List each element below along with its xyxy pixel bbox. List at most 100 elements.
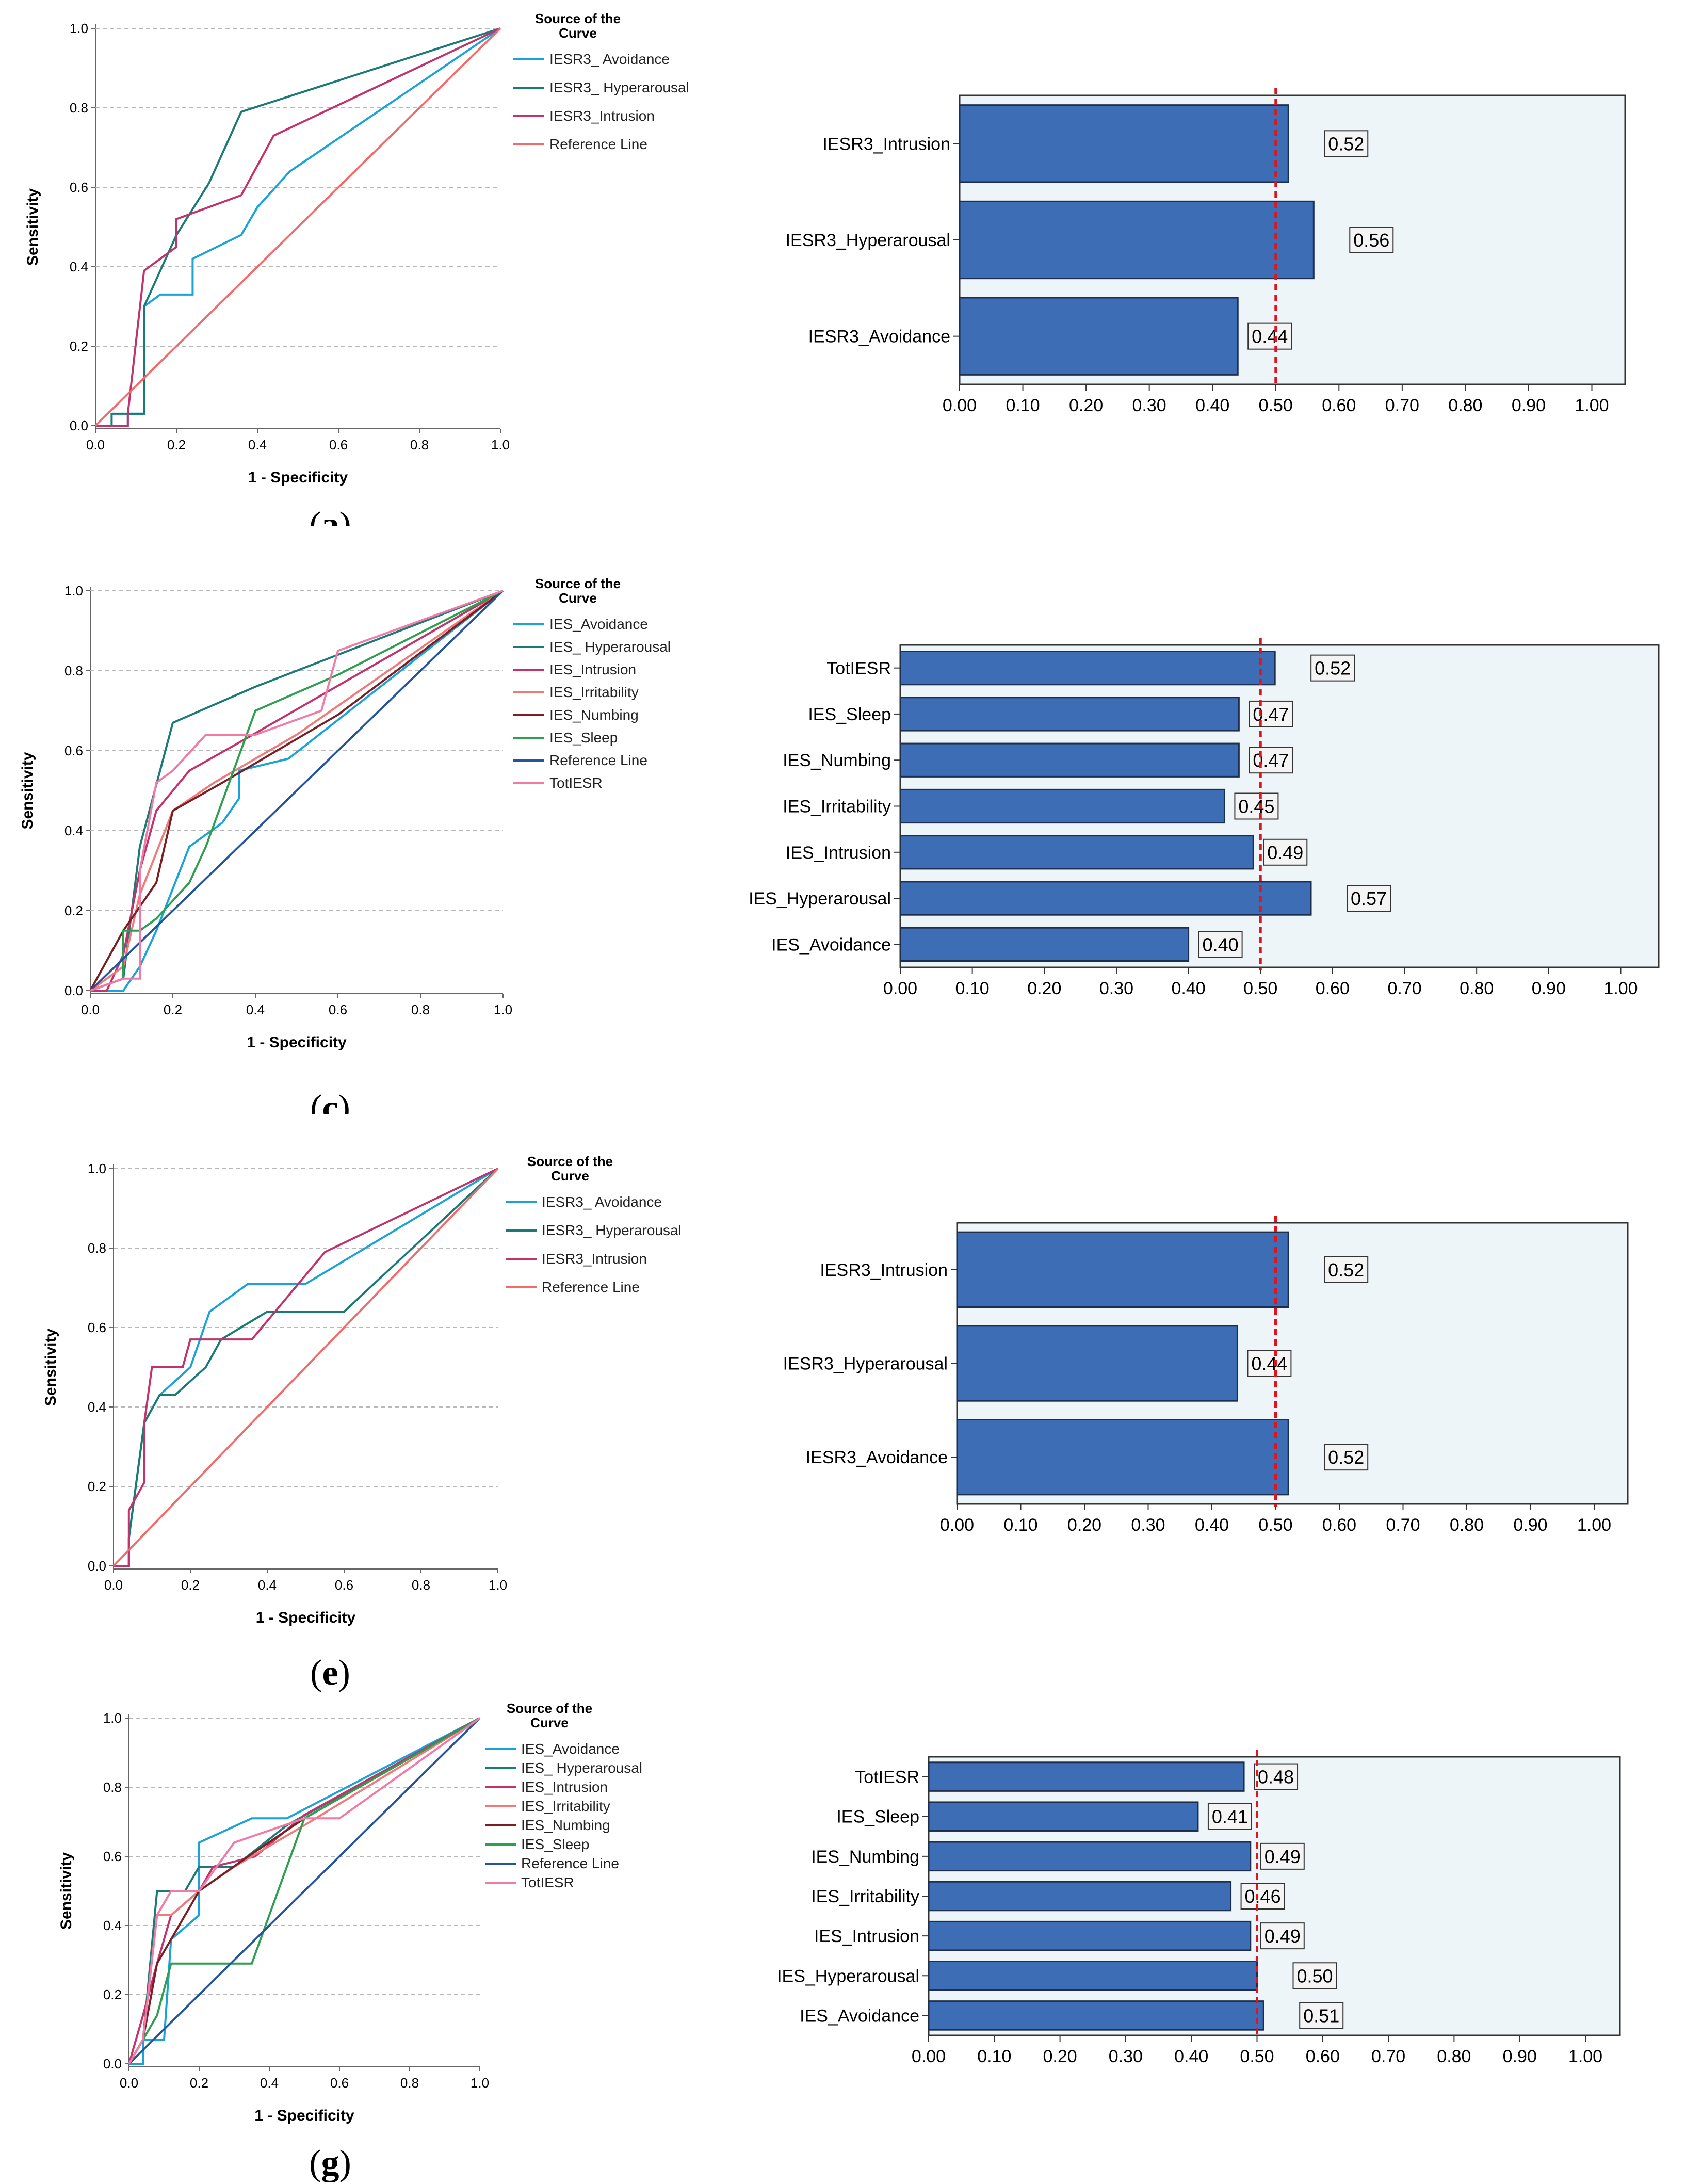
x-axis-title: 1 - Specificity — [247, 1034, 347, 1051]
x-tick-label: 0.4 — [260, 2075, 279, 2091]
x-tick-label: 0.10 — [955, 979, 990, 998]
y-tick-label: 0.0 — [64, 983, 83, 998]
value-label: 0.52 — [1328, 1259, 1364, 1281]
bar — [928, 1920, 1252, 1951]
y-tick-label: 1.0 — [88, 1161, 106, 1176]
x-tick-label: 0.10 — [977, 2047, 1011, 2066]
x-tick-label: 0.50 — [1243, 979, 1277, 998]
x-tick-label: 0.8 — [410, 437, 429, 452]
legend-label: IESR3_ Hyperarousal — [542, 1222, 682, 1238]
category-label: IES_Intrusion — [786, 843, 891, 863]
legend-label: IES_Sleep — [521, 1836, 589, 1852]
x-tick-label: 0.4 — [248, 437, 267, 452]
y-tick-label: 0.0 — [88, 1558, 106, 1574]
value-label-box — [1240, 1883, 1285, 1910]
value-label: 0.57 — [1351, 888, 1387, 909]
legend-label: IES_Irritability — [549, 684, 639, 700]
x-tick-label: 0.80 — [1448, 396, 1482, 415]
x-tick-label: 0.80 — [1460, 979, 1494, 998]
x-tick-label: 0.4 — [258, 1577, 277, 1593]
legend-label: TotIESR — [521, 1874, 574, 1890]
category-label: IESR3_Hyperarousal — [786, 231, 950, 250]
y-tick-label: 0.4 — [103, 1918, 122, 1933]
legend-label: IES_Irritability — [521, 1798, 610, 1814]
y-tick-label: 0.0 — [70, 418, 88, 433]
x-tick-label: 0.50 — [1258, 1515, 1292, 1535]
legend-label: IESR3_Intrusion — [542, 1251, 647, 1267]
category-label: IES_Irritability — [783, 797, 891, 817]
legend-label: IESR3_Intrusion — [549, 108, 655, 124]
roc-line-reference-line — [89, 590, 504, 992]
bar — [928, 2000, 1264, 2031]
value-label-box — [1254, 1763, 1299, 1790]
roc-chart-c: 0.0 0.0 0.2 0.2 0.4 0.4 0.6 0.6 0.8 0.8 1.0 1.0 1 - … — [19, 576, 671, 1114]
x-tick-label: 0.50 — [1240, 2047, 1274, 2066]
x-tick-label: 0.2 — [164, 1002, 182, 1017]
roc-line-ies-sleep — [90, 590, 504, 992]
value-label: 0.40 — [1203, 934, 1239, 955]
y-tick-label: 0.4 — [70, 259, 88, 274]
value-label: 0.52 — [1315, 658, 1351, 679]
y-tick-label: 0.2 — [64, 903, 83, 918]
legend-label: IES_Intrusion — [521, 1779, 608, 1795]
x-tick-label: 0.6 — [329, 1002, 347, 1017]
x-tick-label: 0.20 — [1067, 1515, 1101, 1535]
category-label: IES_Avoidance — [771, 935, 891, 955]
value-label: 0.56 — [1353, 230, 1389, 251]
x-tick-label: 0.0 — [86, 437, 105, 452]
x-tick-label: 0.40 — [1195, 1515, 1229, 1535]
bar — [928, 1881, 1232, 1912]
bar-chart-h: 0.00 0.10 0.20 0.30 0.40 0.50 0.60 0.70 0.80 0.90… — [777, 1750, 1621, 2066]
bar — [959, 200, 1315, 280]
value-label-box — [1292, 1962, 1337, 1989]
category-label: IES_Irritability — [811, 1887, 919, 1906]
value-label-box — [1299, 2002, 1344, 2029]
x-tick-label: 0.2 — [167, 437, 186, 452]
legend-label: TotIESR — [549, 775, 603, 791]
value-label-box — [1247, 1350, 1292, 1377]
x-tick-label: 0.6 — [329, 437, 348, 452]
x-tick-label: 0.50 — [1259, 396, 1293, 415]
roc-line-iesr3-intrusion — [114, 1168, 498, 1567]
value-label-box — [1260, 1842, 1305, 1870]
legend-label: Reference Line — [521, 1855, 619, 1871]
x-tick-label: 0.00 — [940, 1515, 974, 1535]
x-tick-label: 0.80 — [1437, 2047, 1471, 2066]
bar-chart-f: 0.00 0.10 0.20 0.30 0.40 0.50 0.60 0.70 0.80 0.90… — [783, 1216, 1629, 1535]
y-tick-label: 0.6 — [88, 1320, 106, 1335]
value-label: 0.51 — [1303, 2005, 1339, 2026]
legend-title: Source of the Curve — [527, 1154, 613, 1184]
value-label-box — [1324, 130, 1369, 157]
category-label: IESR3_Avoidance — [808, 327, 950, 347]
x-tick-label: 0.90 — [1512, 396, 1546, 415]
roc-line-iesr3-hyperarousal — [95, 27, 501, 427]
y-axis-title: Sensitivity — [19, 752, 36, 829]
category-label: IES_Avoidance — [800, 2006, 919, 2026]
x-tick-label: 0.0 — [120, 2075, 138, 2091]
bar — [899, 881, 1312, 916]
value-label-box — [1249, 747, 1293, 774]
x-tick-label: 0.60 — [1322, 396, 1356, 415]
bar — [928, 1761, 1245, 1792]
y-tick-label: 0.8 — [88, 1240, 106, 1256]
x-tick-label: 0.90 — [1532, 979, 1566, 998]
value-label: 0.47 — [1253, 750, 1289, 771]
x-tick-label: 0.30 — [1109, 2047, 1143, 2066]
x-tick-label: 0.4 — [246, 1002, 265, 1017]
x-tick-label: 1.00 — [1575, 396, 1609, 415]
bar — [899, 788, 1225, 824]
roc-line-ies-avoidance — [129, 1717, 480, 2065]
legend-label: IES_Numbing — [549, 707, 639, 723]
x-tick-label: 0.70 — [1386, 1515, 1420, 1535]
bar — [928, 1801, 1199, 1832]
x-tick-label: 0.30 — [1131, 1515, 1165, 1535]
category-label: IESR3_Avoidance — [806, 1448, 948, 1467]
roc-line-totiesr — [90, 590, 504, 992]
legend-label: IES_Avoidance — [521, 1741, 620, 1757]
bar-chart-b: 0.00 0.10 0.20 0.30 0.40 0.50 0.60 0.70 0.80 0.90… — [786, 88, 1626, 415]
x-tick-label: 1.00 — [1603, 979, 1638, 998]
legend-label: IESR3_ Avoidance — [549, 51, 670, 67]
category-label: IESR3_Intrusion — [820, 1260, 948, 1280]
x-tick-label: 0.00 — [883, 979, 917, 998]
x-axis-title: 1 - Specificity — [256, 1609, 356, 1626]
